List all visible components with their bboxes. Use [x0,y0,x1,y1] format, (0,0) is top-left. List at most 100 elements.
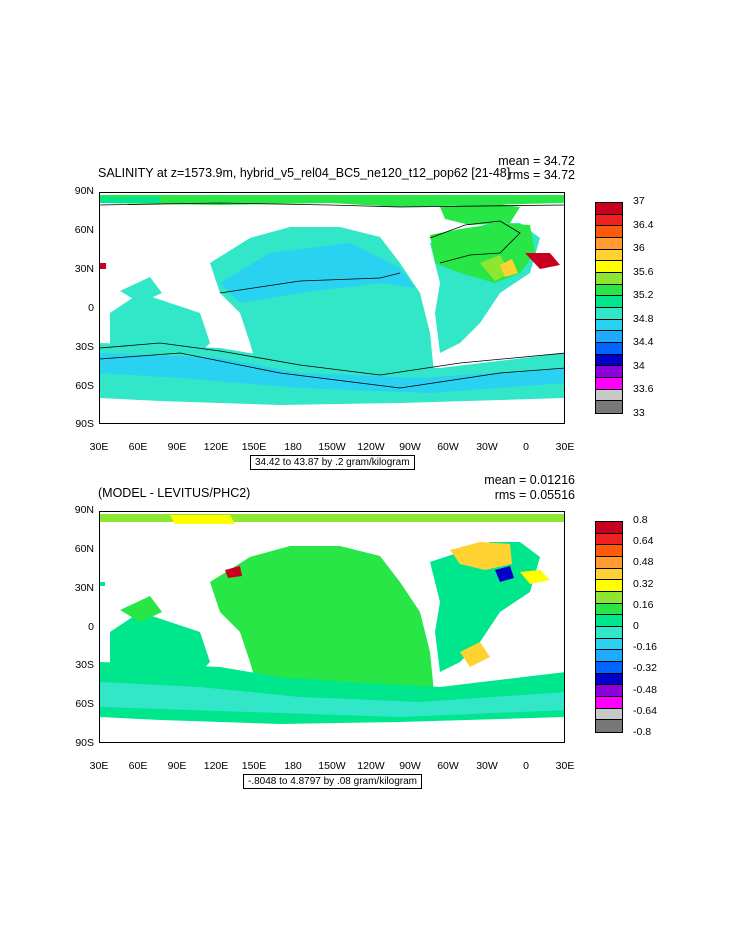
panel2-colorbar-tick-label: 0.8 [633,514,648,526]
panel2-colorbar-swatch [596,522,622,534]
panel2-lon-label: 150W [318,760,346,772]
panel2-lat-90n: 90N [74,504,94,516]
panel1-lon-label: 30W [476,441,498,453]
panel1-lon-label: 120W [357,441,385,453]
panel1-colorbar-swatch [596,226,622,238]
panel1-lat-30s: 30S [75,341,94,353]
panel1-colorbar-swatch [596,296,622,308]
panel2-lat-90s: 90S [75,737,94,749]
panel2-rms: rms = 0.05516 [494,488,575,502]
panel2-lon-label: 120W [357,760,385,772]
panel1-map-field [100,195,564,405]
panel1-colorbar-tick-label: 33.6 [633,383,654,396]
panel1-lon-label: 150W [318,441,346,453]
panel2-colorbar-tick-label: -0.48 [633,683,657,696]
panel1-colorbar-swatch [596,272,622,285]
panel1-colorbar-swatch [596,319,622,332]
panel2-lon-label: 30W [476,760,498,772]
panel2-colorbar-swatch [596,591,622,604]
panel2-title: (MODEL - LEVITUS/PHC2) [98,486,251,500]
panel1-lat-0: 0 [88,302,94,314]
panel2-lon-label: 60W [437,760,459,772]
panel2-colorbar-swatch [596,638,622,651]
panel2-colorbar-swatch [596,661,622,674]
panel2-range: -.8048 to 4.8797 by .08 gram/kilogram [243,774,422,789]
panel2-colorbar-tick-label: -0.64 [633,704,657,717]
panel2-mean: mean = 0.01216 [484,473,575,487]
panel2-lon-label: 30E [89,760,109,772]
panel1-lon-label: 0 [523,441,529,453]
panel1-colorbar-tick-label: 34.8 [633,312,654,325]
panel1-rms: rms = 34.72 [508,168,575,182]
panel2-lat-30s: 30S [75,659,94,671]
panel1-lon-label: 30E [89,441,109,453]
panel1-colorbar-swatch [596,342,622,355]
panel1-lon-label: 180 [284,441,302,453]
panel2-colorbar-swatch [596,615,622,627]
panel1-colorbar-tick-label: 35.2 [633,289,654,302]
panel2-map-field [100,514,564,724]
panel1-colorbar-swatch [596,366,622,378]
panel2-colorbar-tick-label: -0.16 [633,641,657,654]
panel1-colorbar-swatch [596,377,622,390]
panel1-colorbar-tick-label: 35.6 [633,265,654,278]
panel1-colorbar-tick-label: 36.4 [633,218,654,231]
panel1-colorbar-swatch [596,331,622,343]
panel1-lat-90n: 90N [74,185,94,197]
panel2-colorbar-tick-label: 0.48 [633,556,654,569]
panel2-colorbar-swatch [596,650,622,662]
panel2-colorbar-swatch [596,545,622,557]
panel1-colorbar-swatch [596,214,622,227]
panel2-colorbar-swatch [596,626,622,639]
panel1-colorbar-swatch [596,389,622,402]
panel2-colorbar-swatch [596,556,622,569]
panel1-mean: mean = 34.72 [498,154,575,168]
panel1-lon-label: 90E [167,441,187,453]
panel2-colorbar-swatch [596,568,622,581]
panel2-lon-label: 90W [399,760,421,772]
panel1-colorbar-tick-label: 34 [633,359,645,372]
panel1-colorbar-swatch [596,249,622,262]
panel2-colorbar-tick-label: 0.64 [633,535,654,548]
panel2-lon-label: 150E [241,760,267,772]
panel2-colorbar-tick-label: -0.32 [633,662,657,675]
panel1-colorbar-swatch [596,401,622,413]
panel2-lon-label: 60E [128,760,148,772]
panel1-lon-label: 60E [128,441,148,453]
panel1-title: SALINITY at z=1573.9m, hybrid_v5_rel04_B… [98,166,511,180]
panel1-lon-label: 60W [437,441,459,453]
panel2-colorbar-swatch [596,603,622,616]
panel1-lat-60n: 60N [74,224,94,236]
panel1-range: 34.42 to 43.87 by .2 gram/kilogram [250,455,415,470]
panel1-lon-label: 90W [399,441,421,453]
panel1-lon-label: 150E [241,441,267,453]
panel1-lon-label: 120E [203,441,229,453]
panel1-colorbar-swatch [596,203,622,215]
panel1-colorbar-swatch [596,307,622,320]
panel2-colorbar-swatch [596,708,622,721]
panel2-lat-0: 0 [88,621,94,633]
panel1-colorbar-tick-label: 34.4 [633,336,654,349]
panel2-colorbar-tick-label: 0.16 [633,598,654,611]
panel2-colorbar-tick-label: -0.8 [633,726,652,738]
panel2-colorbar-swatch [596,580,622,592]
panel2-colorbar-tick-label: 0 [633,620,639,632]
panel2-lat-60s: 60S [75,698,94,710]
panel1-lon-label: 30E [555,441,575,453]
panel2-lon-label: 120E [203,760,229,772]
panel1-lat-60s: 60S [75,380,94,392]
panel2-lon-label: 90E [167,760,187,772]
panel1-colorbar-swatch [596,354,622,367]
panel1-colorbar [595,202,623,414]
panel1-colorbar-tick-label: 33 [633,407,645,419]
panel1-colorbar-tick-label: 37 [633,195,645,207]
panel1-colorbar-swatch [596,261,622,273]
panel2-colorbar-swatch [596,696,622,709]
panel1-colorbar-swatch [596,237,622,250]
panel2-colorbar-swatch [596,685,622,697]
panel1-lat-30n: 30N [74,263,94,275]
panel2-colorbar-swatch [596,720,622,732]
panel2-lat-30n: 30N [74,582,94,594]
panel2-colorbar-swatch [596,673,622,686]
panel1-lat-90s: 90S [75,418,94,430]
